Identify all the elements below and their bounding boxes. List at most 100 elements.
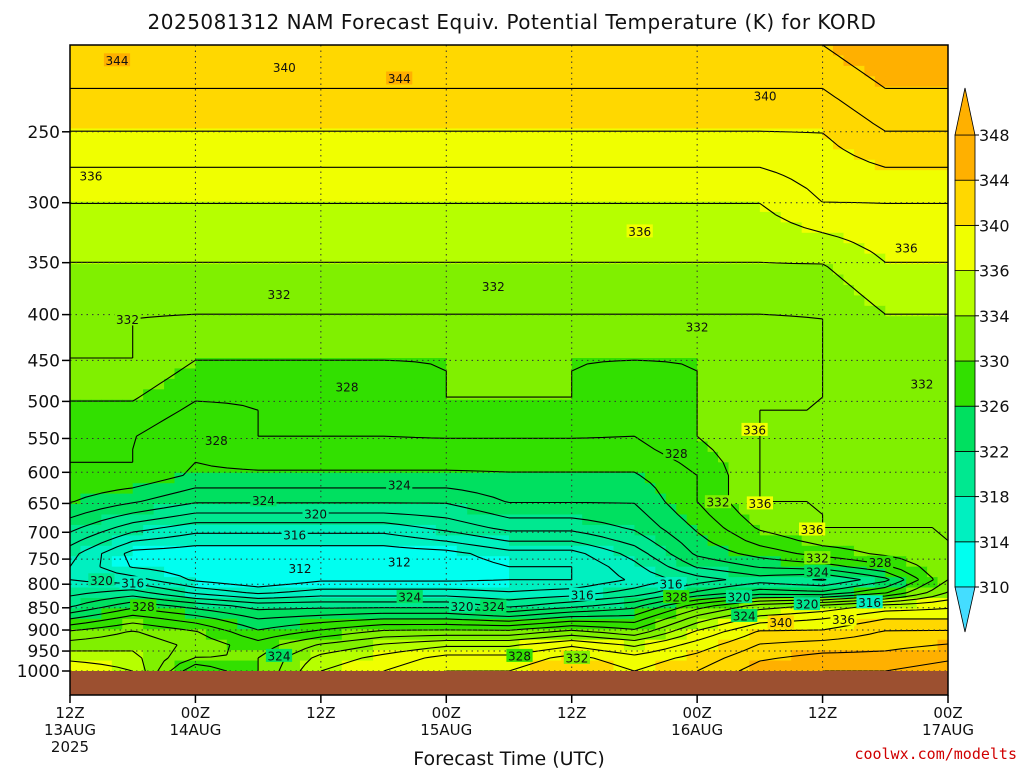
heat-cell xyxy=(812,326,824,338)
heat-cell xyxy=(843,535,855,547)
heat-cell xyxy=(70,128,82,140)
heat-cell xyxy=(571,608,583,620)
heat-cell xyxy=(770,284,782,296)
heat-cell xyxy=(906,441,918,453)
heat-cell xyxy=(874,65,886,77)
heat-cell xyxy=(111,483,123,495)
heat-cell xyxy=(101,358,113,370)
heat-cell xyxy=(937,264,948,276)
heat-cell xyxy=(414,566,426,578)
heat-cell xyxy=(122,410,134,422)
heat-cell xyxy=(352,159,364,171)
heat-cell xyxy=(540,159,552,171)
heat-cell xyxy=(718,545,730,557)
heat-cell xyxy=(70,45,82,57)
heat-cell xyxy=(216,107,228,119)
heat-cell xyxy=(812,138,824,150)
heat-cell xyxy=(143,97,155,109)
heat-cell xyxy=(728,493,740,505)
heat-cell xyxy=(80,451,92,463)
heat-cell xyxy=(540,180,552,192)
heat-cell xyxy=(540,243,552,255)
heat-cell xyxy=(153,535,165,547)
heat-cell xyxy=(644,483,656,495)
heat-cell xyxy=(310,76,322,88)
heat-cell xyxy=(665,264,677,276)
heat-cell xyxy=(247,358,259,370)
heat-cell xyxy=(623,358,636,370)
heat-cell xyxy=(373,514,385,526)
heat-cell xyxy=(582,483,594,495)
heat-cell xyxy=(874,368,886,380)
heat-cell xyxy=(707,55,719,67)
heat-cell xyxy=(216,118,228,130)
heat-cell xyxy=(279,514,291,526)
heat-cell xyxy=(414,232,426,244)
heat-cell xyxy=(80,159,92,171)
heat-cell xyxy=(341,368,353,380)
heat-cell xyxy=(571,451,583,463)
heat-cell xyxy=(383,514,395,526)
heat-cell xyxy=(603,65,615,77)
heat-cell xyxy=(446,472,458,484)
heat-cell xyxy=(132,608,144,620)
heat-cell xyxy=(916,128,928,140)
heat-cell xyxy=(874,149,886,161)
heat-cell xyxy=(435,253,447,265)
heat-cell xyxy=(446,65,458,77)
heat-cell xyxy=(623,618,636,630)
heat-cell xyxy=(780,358,792,370)
heat-cell xyxy=(498,577,510,589)
heat-cell xyxy=(394,410,406,422)
heat-cell xyxy=(111,191,123,203)
heat-cell xyxy=(341,566,353,578)
heat-cell xyxy=(561,170,573,182)
heat-cell xyxy=(676,629,688,641)
heat-cell xyxy=(153,159,165,171)
heat-cell xyxy=(289,597,301,609)
heat-cell xyxy=(237,97,249,109)
heat-cell xyxy=(226,86,238,98)
heat-cell xyxy=(373,587,385,599)
heat-cell xyxy=(383,493,395,505)
heat-cell xyxy=(404,232,416,244)
heat-cell xyxy=(550,86,562,98)
heat-cell xyxy=(174,149,186,161)
heat-cell xyxy=(697,545,709,557)
heat-cell xyxy=(498,462,510,474)
heat-cell xyxy=(90,284,102,296)
heat-cell xyxy=(320,191,332,203)
heat-cell xyxy=(258,211,270,223)
heat-cell xyxy=(153,274,165,286)
heat-cell xyxy=(237,577,249,589)
heat-cell xyxy=(414,191,426,203)
heat-cell xyxy=(164,45,176,57)
heat-cell xyxy=(519,170,531,182)
heat-cell xyxy=(184,159,197,171)
heat-cell xyxy=(592,201,604,213)
heat-cell xyxy=(373,65,385,77)
heat-cell xyxy=(697,493,709,505)
heat-cell xyxy=(749,149,761,161)
heat-cell xyxy=(216,639,228,651)
heat-cell xyxy=(895,650,907,662)
heat-cell xyxy=(906,504,918,516)
heat-cell xyxy=(373,138,385,150)
heat-cell xyxy=(174,577,186,589)
heat-cell xyxy=(613,86,625,98)
heat-cell xyxy=(707,149,719,161)
heat-cell xyxy=(143,284,155,296)
heat-cell xyxy=(519,378,531,390)
heat-cell xyxy=(540,284,552,296)
heat-cell xyxy=(195,232,207,244)
heat-cell xyxy=(927,462,939,474)
heat-cell xyxy=(373,629,385,641)
heat-cell xyxy=(613,201,625,213)
heat-cell xyxy=(352,337,364,349)
heat-cell xyxy=(258,368,270,380)
heat-cell xyxy=(414,660,426,671)
heat-cell xyxy=(414,535,426,547)
heat-cell xyxy=(874,629,886,641)
heat-cell xyxy=(603,347,615,359)
heat-cell xyxy=(718,180,730,192)
